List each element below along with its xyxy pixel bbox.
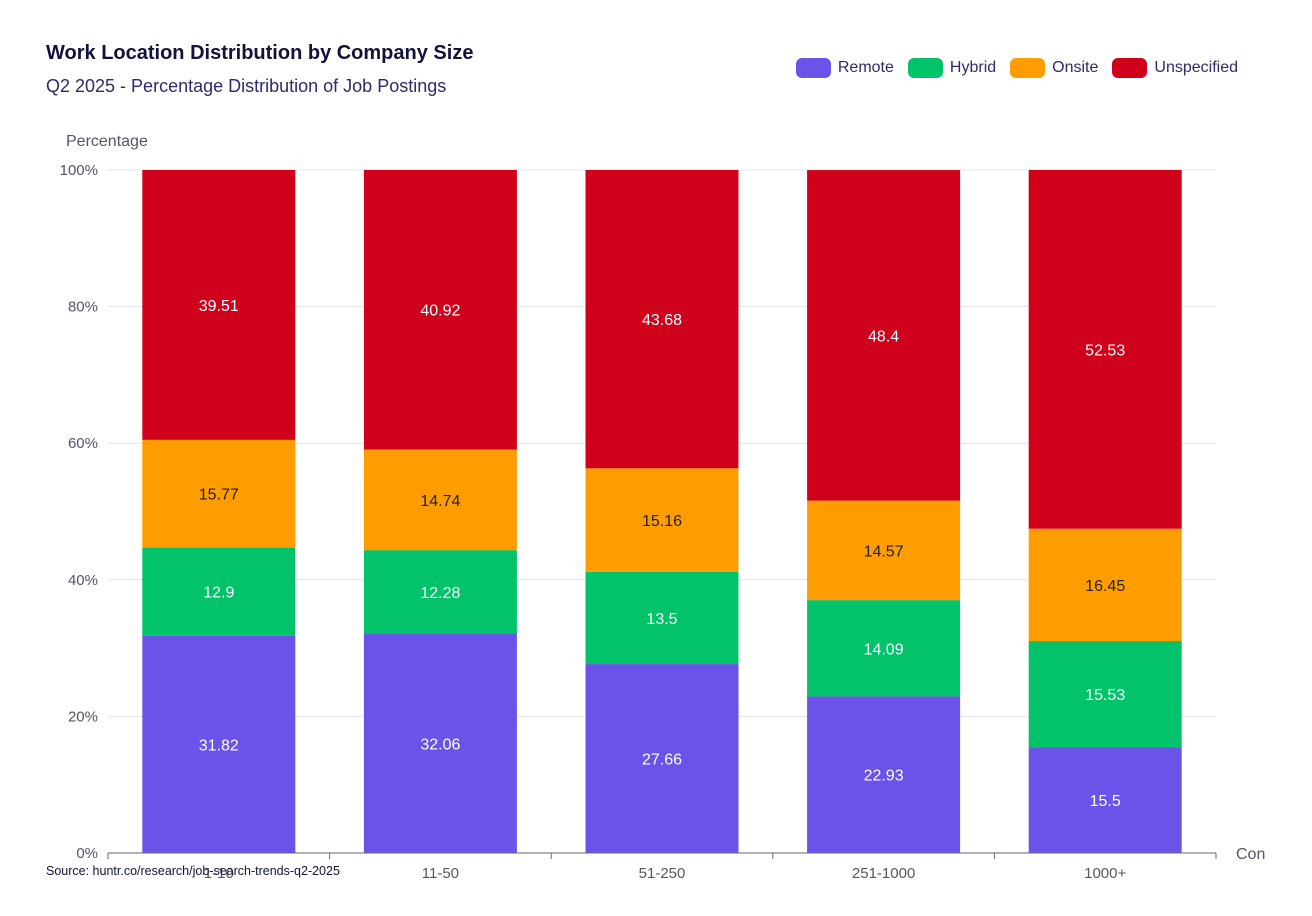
data-label: 15.16 bbox=[642, 513, 682, 530]
bar-segment-unspecified bbox=[363, 170, 517, 450]
bar-segment-hybrid bbox=[142, 547, 296, 636]
data-label: 39.51 bbox=[199, 298, 239, 315]
data-label: 43.68 bbox=[642, 312, 682, 329]
bar-segment-remote bbox=[585, 664, 739, 853]
y-axis-title: Percentage bbox=[66, 133, 148, 150]
legend-label: Remote bbox=[837, 59, 894, 76]
data-label: 14.57 bbox=[864, 543, 904, 560]
y-tick-label: 20% bbox=[68, 708, 98, 725]
legend-label: Onsite bbox=[1052, 59, 1099, 76]
legend-item-unspecified[interactable]: Unspecified bbox=[1112, 58, 1238, 78]
bar-segment-hybrid bbox=[363, 550, 517, 635]
bar-segment-hybrid bbox=[1028, 641, 1182, 748]
bar-segment-remote bbox=[1028, 747, 1182, 853]
x-tick-label: 51-250 bbox=[639, 865, 686, 882]
data-label: 15.77 bbox=[199, 487, 239, 504]
bar-segment-onsite bbox=[1028, 528, 1182, 642]
data-label: 12.9 bbox=[203, 585, 234, 602]
data-label: 40.92 bbox=[420, 303, 460, 320]
bar-segment-remote bbox=[807, 696, 961, 853]
legend-item-remote[interactable]: Remote bbox=[795, 58, 894, 78]
data-label: 12.28 bbox=[420, 585, 460, 602]
data-label: 22.93 bbox=[864, 768, 904, 785]
legend-label: Unspecified bbox=[1154, 59, 1238, 76]
x-tick-label: 1-10 bbox=[204, 865, 234, 882]
y-tick-label: 80% bbox=[68, 299, 98, 316]
legend-swatch bbox=[795, 58, 831, 78]
y-tick-label: 40% bbox=[68, 572, 98, 589]
bar-segment-hybrid bbox=[807, 600, 961, 697]
data-label: 16.45 bbox=[1085, 578, 1125, 595]
chart-title: Work Location Distribution by Company Si… bbox=[46, 42, 474, 64]
bar-segment-onsite bbox=[807, 500, 961, 601]
x-axis-title: Con bbox=[1236, 846, 1265, 863]
bar-segment-hybrid bbox=[585, 571, 739, 665]
chart-subtitle: Q2 2025 - Percentage Distribution of Job… bbox=[46, 76, 447, 96]
legend-swatch bbox=[1112, 58, 1148, 78]
x-tick-label: 1000+ bbox=[1084, 865, 1126, 882]
legend-item-hybrid[interactable]: Hybrid bbox=[907, 58, 997, 78]
data-label: 15.53 bbox=[1085, 687, 1125, 704]
data-label: 48.4 bbox=[868, 328, 899, 345]
bar-segment-unspecified bbox=[585, 170, 739, 469]
data-label: 14.74 bbox=[420, 493, 460, 510]
data-label: 15.5 bbox=[1090, 793, 1121, 810]
y-tick-label: 60% bbox=[68, 435, 98, 452]
bar-segment-unspecified bbox=[807, 170, 961, 501]
legend-swatch bbox=[1010, 58, 1046, 78]
bar-segment-remote bbox=[363, 634, 517, 853]
bar-segment-unspecified bbox=[142, 170, 296, 440]
bar-segment-onsite bbox=[363, 449, 517, 551]
y-tick-label: 100% bbox=[60, 162, 98, 179]
legend-swatch bbox=[907, 58, 943, 78]
source-note: Source: huntr.co/research/job-search-tre… bbox=[46, 864, 340, 878]
legend: Remote Hybrid Onsite Unspecified bbox=[795, 58, 1238, 78]
data-label: 14.09 bbox=[864, 641, 904, 658]
bar-segment-onsite bbox=[585, 468, 739, 572]
data-label: 52.53 bbox=[1085, 342, 1125, 359]
x-tick-label: 251-1000 bbox=[852, 865, 915, 882]
data-label: 31.82 bbox=[199, 737, 239, 754]
bar-segment-onsite bbox=[142, 439, 296, 548]
bar-segment-remote bbox=[142, 635, 296, 853]
x-tick-label: 11-50 bbox=[422, 865, 459, 882]
data-label: 32.06 bbox=[420, 737, 460, 754]
legend-item-onsite[interactable]: Onsite bbox=[1010, 58, 1098, 78]
legend-label: Hybrid bbox=[949, 59, 997, 76]
y-tick-label: 0% bbox=[76, 845, 98, 862]
data-label: 27.66 bbox=[642, 752, 682, 769]
data-label: 13.5 bbox=[646, 611, 677, 628]
bar-segment-unspecified bbox=[1028, 169, 1182, 529]
